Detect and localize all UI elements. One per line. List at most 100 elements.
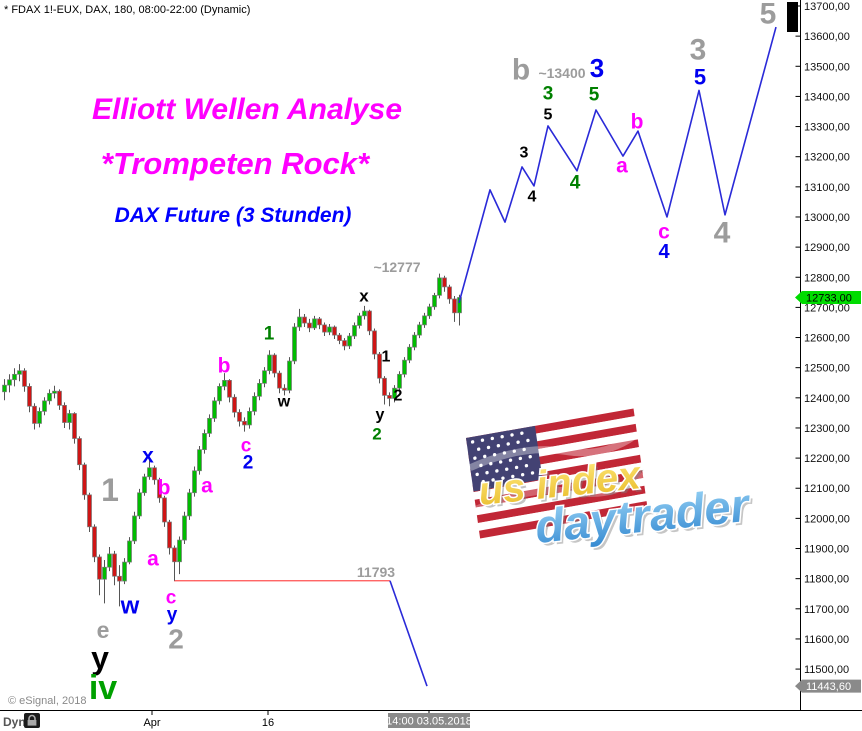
price-tags-layer: 12733,00 11443,60 <box>795 290 861 693</box>
price-axis-label: 13500,00 <box>804 61 850 73</box>
candle <box>187 492 192 517</box>
candle <box>427 306 432 317</box>
flag-star <box>485 470 489 475</box>
price-axis-label: 12900,00 <box>804 242 850 254</box>
flag-star <box>486 445 491 450</box>
price-axis-label: 12100,00 <box>804 483 850 495</box>
candle <box>387 395 392 399</box>
wave-label: 3 <box>690 34 707 67</box>
candle <box>22 370 27 387</box>
candle <box>77 438 82 466</box>
dyn-mode-button[interactable]: Dyn <box>3 715 26 729</box>
level-price-tag-text: 11443,60 <box>806 681 851 693</box>
flag-star <box>506 442 510 446</box>
price-axis-label: 13200,00 <box>804 152 850 164</box>
time-ticks[interactable]: Apr 16 <box>143 710 430 729</box>
candle <box>252 395 257 412</box>
candle <box>442 277 447 288</box>
daytrader-logo: us index us index daytrader daytrader <box>466 408 757 556</box>
candle <box>152 467 157 481</box>
price-axis-label: 12000,00 <box>804 513 850 525</box>
copyright-label: © eSignal, 2018 <box>8 695 86 707</box>
candle <box>157 479 162 499</box>
price-axis-label: 12800,00 <box>804 272 850 284</box>
price-axis[interactable]: 13700,00 13600,00 13500,00 13400,00 13300,00… <box>795 0 850 710</box>
level-price-tag <box>795 679 861 693</box>
candle <box>32 405 37 424</box>
candle <box>297 316 302 328</box>
flag-star <box>510 433 514 437</box>
projection-layer <box>389 26 777 687</box>
candle <box>227 379 232 398</box>
flag-star <box>480 438 485 442</box>
candle <box>327 326 332 333</box>
candle <box>212 400 217 419</box>
candle <box>367 310 372 332</box>
flag-star <box>528 455 532 459</box>
candle <box>177 539 182 563</box>
flag-star <box>489 461 493 466</box>
flag-star <box>498 460 503 464</box>
wave-label: iv <box>89 669 117 707</box>
price-axis-label: 11900,00 <box>804 544 849 556</box>
candle <box>127 540 132 563</box>
wave-label: 4 <box>570 173 581 194</box>
price-axis-label: 13000,00 <box>804 212 850 224</box>
flag-star <box>470 440 475 444</box>
price-axis-label: 12200,00 <box>804 453 850 465</box>
flag-star <box>501 476 505 480</box>
candle <box>12 373 17 381</box>
price-axis-label: 13300,00 <box>804 122 850 134</box>
flag-star <box>518 456 523 461</box>
price-axis-label: 11700,00 <box>804 604 849 616</box>
price-axis-label: 13600,00 <box>804 31 850 43</box>
wave-label: w <box>277 394 291 411</box>
wave-label: 2 <box>243 453 254 474</box>
candle <box>97 556 102 580</box>
price-axis-label: 12400,00 <box>804 393 850 405</box>
candle <box>52 390 57 394</box>
flag-stripe <box>477 493 647 531</box>
flag-star <box>492 452 497 457</box>
candle <box>342 340 347 347</box>
candle <box>192 470 197 494</box>
flag-star <box>524 463 529 468</box>
wave-label: 3 <box>590 53 604 83</box>
candle <box>137 492 142 517</box>
candle <box>17 370 22 375</box>
flag-star <box>514 465 519 470</box>
flag-star <box>520 472 525 477</box>
price-axis-label: 13700,00 <box>804 1 850 13</box>
elliott-projection-down <box>389 580 428 687</box>
wave-label: 5 <box>760 0 777 31</box>
candle <box>302 316 307 324</box>
candle <box>332 326 337 336</box>
wave-label: c <box>166 588 177 609</box>
elliott-projection-up <box>458 26 777 304</box>
candle <box>352 325 357 337</box>
candle <box>27 386 32 407</box>
last-price-tag-text: 12733,00 <box>806 292 852 304</box>
candle <box>262 370 267 384</box>
wave-label: b <box>218 355 231 378</box>
candle <box>312 318 317 329</box>
candle <box>382 377 387 396</box>
candle <box>42 400 47 412</box>
candle <box>357 315 362 326</box>
wave-label: 11793 <box>357 564 395 580</box>
svg-text:14:00 03.05.2018: 14:00 03.05.2018 <box>386 716 472 728</box>
flag-star <box>496 443 501 448</box>
candle <box>422 315 427 326</box>
candle <box>182 515 187 541</box>
candle <box>202 433 207 451</box>
price-axis-label: 11600,00 <box>804 634 849 646</box>
wave-label: x <box>359 287 369 306</box>
candle <box>432 294 437 308</box>
candle <box>7 379 12 386</box>
symbol-title: * FDAX 1!-EUX, DAX, 180, 08:00-22:00 (Dy… <box>4 4 250 16</box>
wave-label: 1 <box>101 472 119 508</box>
candle <box>162 497 167 523</box>
candle <box>2 384 7 393</box>
candle <box>87 494 92 528</box>
